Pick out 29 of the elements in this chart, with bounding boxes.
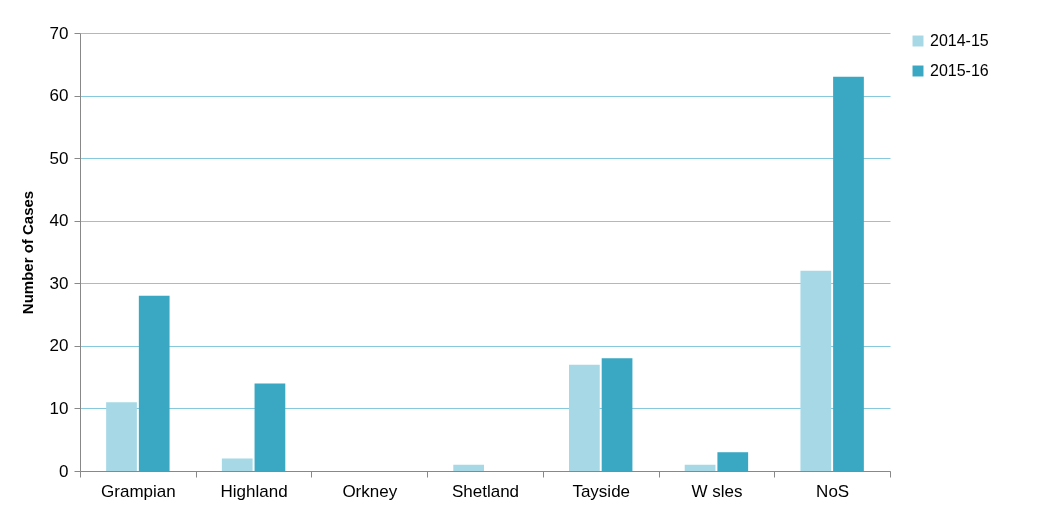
bar <box>221 458 253 471</box>
bar <box>254 383 286 471</box>
bar <box>800 270 832 471</box>
bar <box>601 358 633 471</box>
x-tick-label: NoS <box>816 481 850 501</box>
y-tick-label: 10 <box>49 398 69 418</box>
x-tick-label: Shetland <box>451 481 520 501</box>
y-tick-label: 0 <box>59 461 69 481</box>
y-tick-label: 40 <box>49 211 69 231</box>
y-tick-label: 50 <box>49 148 69 168</box>
x-tick-label: Grampian <box>101 481 176 501</box>
y-tick-label: 30 <box>49 273 69 293</box>
legend-label: 2014-15 <box>930 32 989 49</box>
bar <box>684 464 716 471</box>
bar <box>106 402 137 471</box>
y-tick-label: 20 <box>49 336 69 356</box>
bar <box>717 452 749 471</box>
bar <box>138 295 170 471</box>
x-tick-label: Orkney <box>342 481 398 501</box>
y-tick-label: 60 <box>49 86 69 106</box>
x-tick-label: Highland <box>220 481 288 501</box>
y-tick-label: 70 <box>49 23 69 43</box>
bar <box>833 76 864 471</box>
legend-label: 2015-16 <box>930 62 989 79</box>
bar <box>569 364 600 471</box>
x-tick-label: W sles <box>691 481 743 501</box>
x-tick-label: Tayside <box>572 481 631 501</box>
y-axis-title: Number of Cases <box>18 190 36 315</box>
bar <box>453 464 485 471</box>
